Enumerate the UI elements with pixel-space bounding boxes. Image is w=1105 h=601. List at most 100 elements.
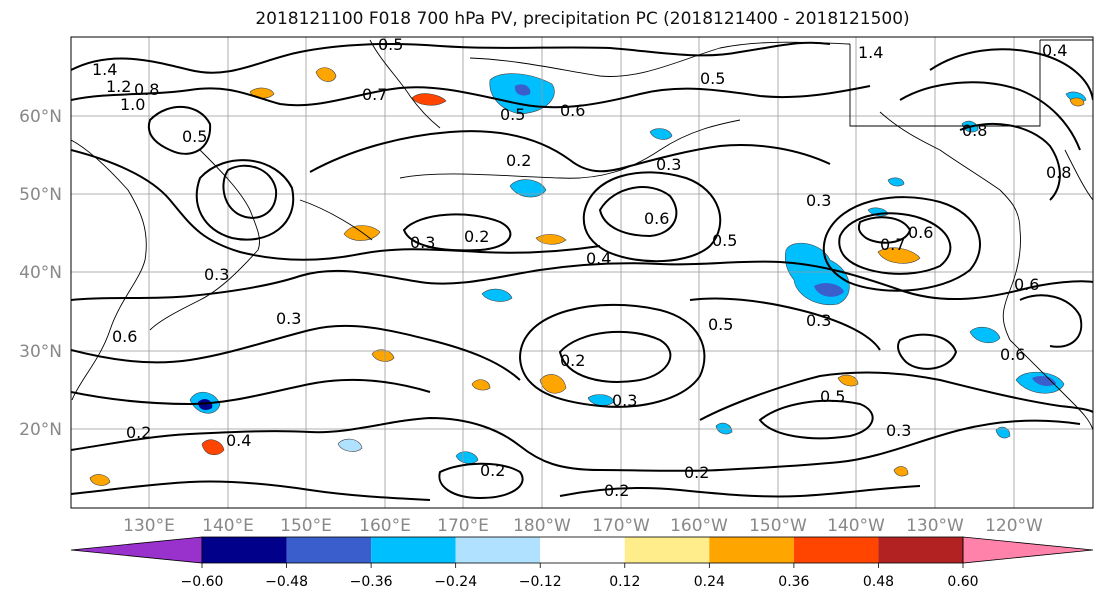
contour-label: 0.3 — [806, 191, 831, 210]
colorbar-cell — [878, 537, 963, 563]
contour-label: 0.3 — [656, 155, 681, 174]
colorbar-cell — [455, 537, 541, 563]
contour-label: 0.5 — [182, 127, 207, 146]
contour-label: 0.8 — [962, 121, 987, 140]
precip-patch — [337, 438, 363, 452]
precip-patch — [877, 247, 921, 264]
precip-patch — [649, 128, 673, 140]
contour-label: 0.6 — [644, 209, 669, 228]
lon-labels: 130°E 140°E 150°E 160°E 170°E 180°W 170°… — [123, 516, 1043, 536]
colorbar-cell — [286, 537, 372, 563]
contour-label: 0.6 — [112, 327, 137, 346]
precip-patch — [837, 374, 859, 387]
colorbar-cell — [371, 537, 456, 563]
colorbar-tick-label: 0.60 — [947, 574, 978, 590]
contour-label: 0.8 — [1046, 163, 1071, 182]
lon-label: 150°W — [749, 516, 807, 536]
pv-contours — [71, 41, 1093, 501]
precip-patch — [315, 67, 337, 82]
lat-labels: 60°N 50°N 40°N 30°N 20°N — [19, 107, 62, 440]
colorbar-tick-label: −0.12 — [519, 574, 562, 590]
precip-patch — [514, 84, 531, 96]
colorbar-cell — [202, 537, 287, 563]
lon-label: 170°W — [592, 516, 650, 536]
figure-title: 2018121100 F018 700 hPa PV, precipitatio… — [255, 9, 910, 29]
contour-label: 0.4 — [1042, 41, 1067, 60]
precip-patch — [539, 374, 567, 394]
lat-label: 40°N — [19, 263, 62, 283]
contour-label: 0.3 — [612, 391, 637, 410]
lon-label: 180°W — [513, 516, 571, 536]
precip-patch — [1069, 97, 1085, 107]
precip-patch — [471, 379, 491, 391]
contour-labels: 1.4 1.2 1.0 0.8 0.5 0.7 0.5 0.6 0.5 0.4 … — [92, 37, 1071, 500]
colorbar-extension-low — [70, 536, 203, 564]
colorbar-tick-label: −0.48 — [265, 574, 308, 590]
lon-label: 170°E — [437, 516, 489, 536]
contour-label: 0.3 — [276, 309, 301, 328]
lon-label: 140°W — [827, 516, 885, 536]
precip-patch — [1032, 376, 1056, 386]
contour-label: 0.3 — [806, 311, 831, 330]
lat-label: 60°N — [19, 107, 62, 127]
contour-label: 0.2 — [464, 227, 489, 246]
contour-label: 0.7 — [880, 235, 905, 254]
colorbar: −0.60 −0.48 −0.36 −0.24 −0.12 0.12 0.24 0.36 0.4… — [70, 536, 1094, 590]
lon-label: 160°W — [670, 516, 728, 536]
lon-label: 160°E — [359, 516, 411, 536]
lat-label: 20°N — [19, 420, 62, 440]
colorbar-tick-label: −0.24 — [434, 574, 477, 590]
colorbar-frame — [201, 536, 964, 564]
precip-patch — [893, 466, 909, 477]
contour-label: 0.4 — [226, 431, 251, 450]
contour-label: 0.3 — [204, 265, 229, 284]
contour-label: 1.0 — [120, 95, 145, 114]
contour-label: 0.3 — [410, 233, 435, 252]
colorbar-tick-label: 0.36 — [778, 574, 809, 590]
contour-label: 0.6 — [908, 223, 933, 242]
precip-patch — [887, 177, 905, 187]
precip-patch — [715, 422, 733, 435]
colorbar-tick-label: −0.60 — [181, 574, 224, 590]
colorbar-tick-label: 0.48 — [863, 574, 894, 590]
contour-label: 0.5 — [820, 387, 845, 406]
coastlines — [71, 39, 1093, 431]
precip-patch — [535, 234, 567, 245]
contour-label: 0.2 — [560, 351, 585, 370]
contour-label: 0.2 — [480, 461, 505, 480]
contour-label: 0.5 — [708, 315, 733, 334]
precip-patch — [198, 399, 213, 410]
lon-label: 150°E — [280, 516, 332, 536]
precip-patch — [371, 349, 395, 362]
contour-label: 0.2 — [126, 423, 151, 442]
contour-label: 0.7 — [362, 85, 387, 104]
contour-label: 0.3 — [886, 421, 911, 440]
precip-patch — [89, 474, 111, 486]
colorbar-cell — [540, 537, 625, 563]
precip-patch — [481, 288, 513, 302]
contour-label: 0.6 — [1000, 345, 1025, 364]
lon-label: 140°E — [202, 516, 254, 536]
contour-label: 0.8 — [134, 80, 159, 99]
contour-label: 1.4 — [92, 60, 117, 79]
contour-label: 0.4 — [586, 249, 611, 268]
colorbar-cell — [624, 537, 710, 563]
colorbar-cell — [793, 537, 879, 563]
contour-label: 1.4 — [858, 43, 883, 62]
contour-label: 0.2 — [604, 481, 629, 500]
precip-patch — [201, 439, 225, 456]
contour-label: 0.2 — [506, 151, 531, 170]
colorbar-tick-label: −0.36 — [350, 574, 393, 590]
precip-patches — [89, 67, 1087, 486]
precip-patch — [969, 326, 1001, 344]
colorbar-tick-label: 0.12 — [609, 574, 640, 590]
map-frame — [70, 36, 1094, 509]
contour-label: 0.5 — [700, 69, 725, 88]
lat-label: 30°N — [19, 342, 62, 362]
contour-label: 0.6 — [1014, 275, 1039, 294]
contour-label: 1.2 — [106, 77, 131, 96]
contour-label: 0.5 — [712, 231, 737, 250]
contour-label: 0.5 — [500, 105, 525, 124]
